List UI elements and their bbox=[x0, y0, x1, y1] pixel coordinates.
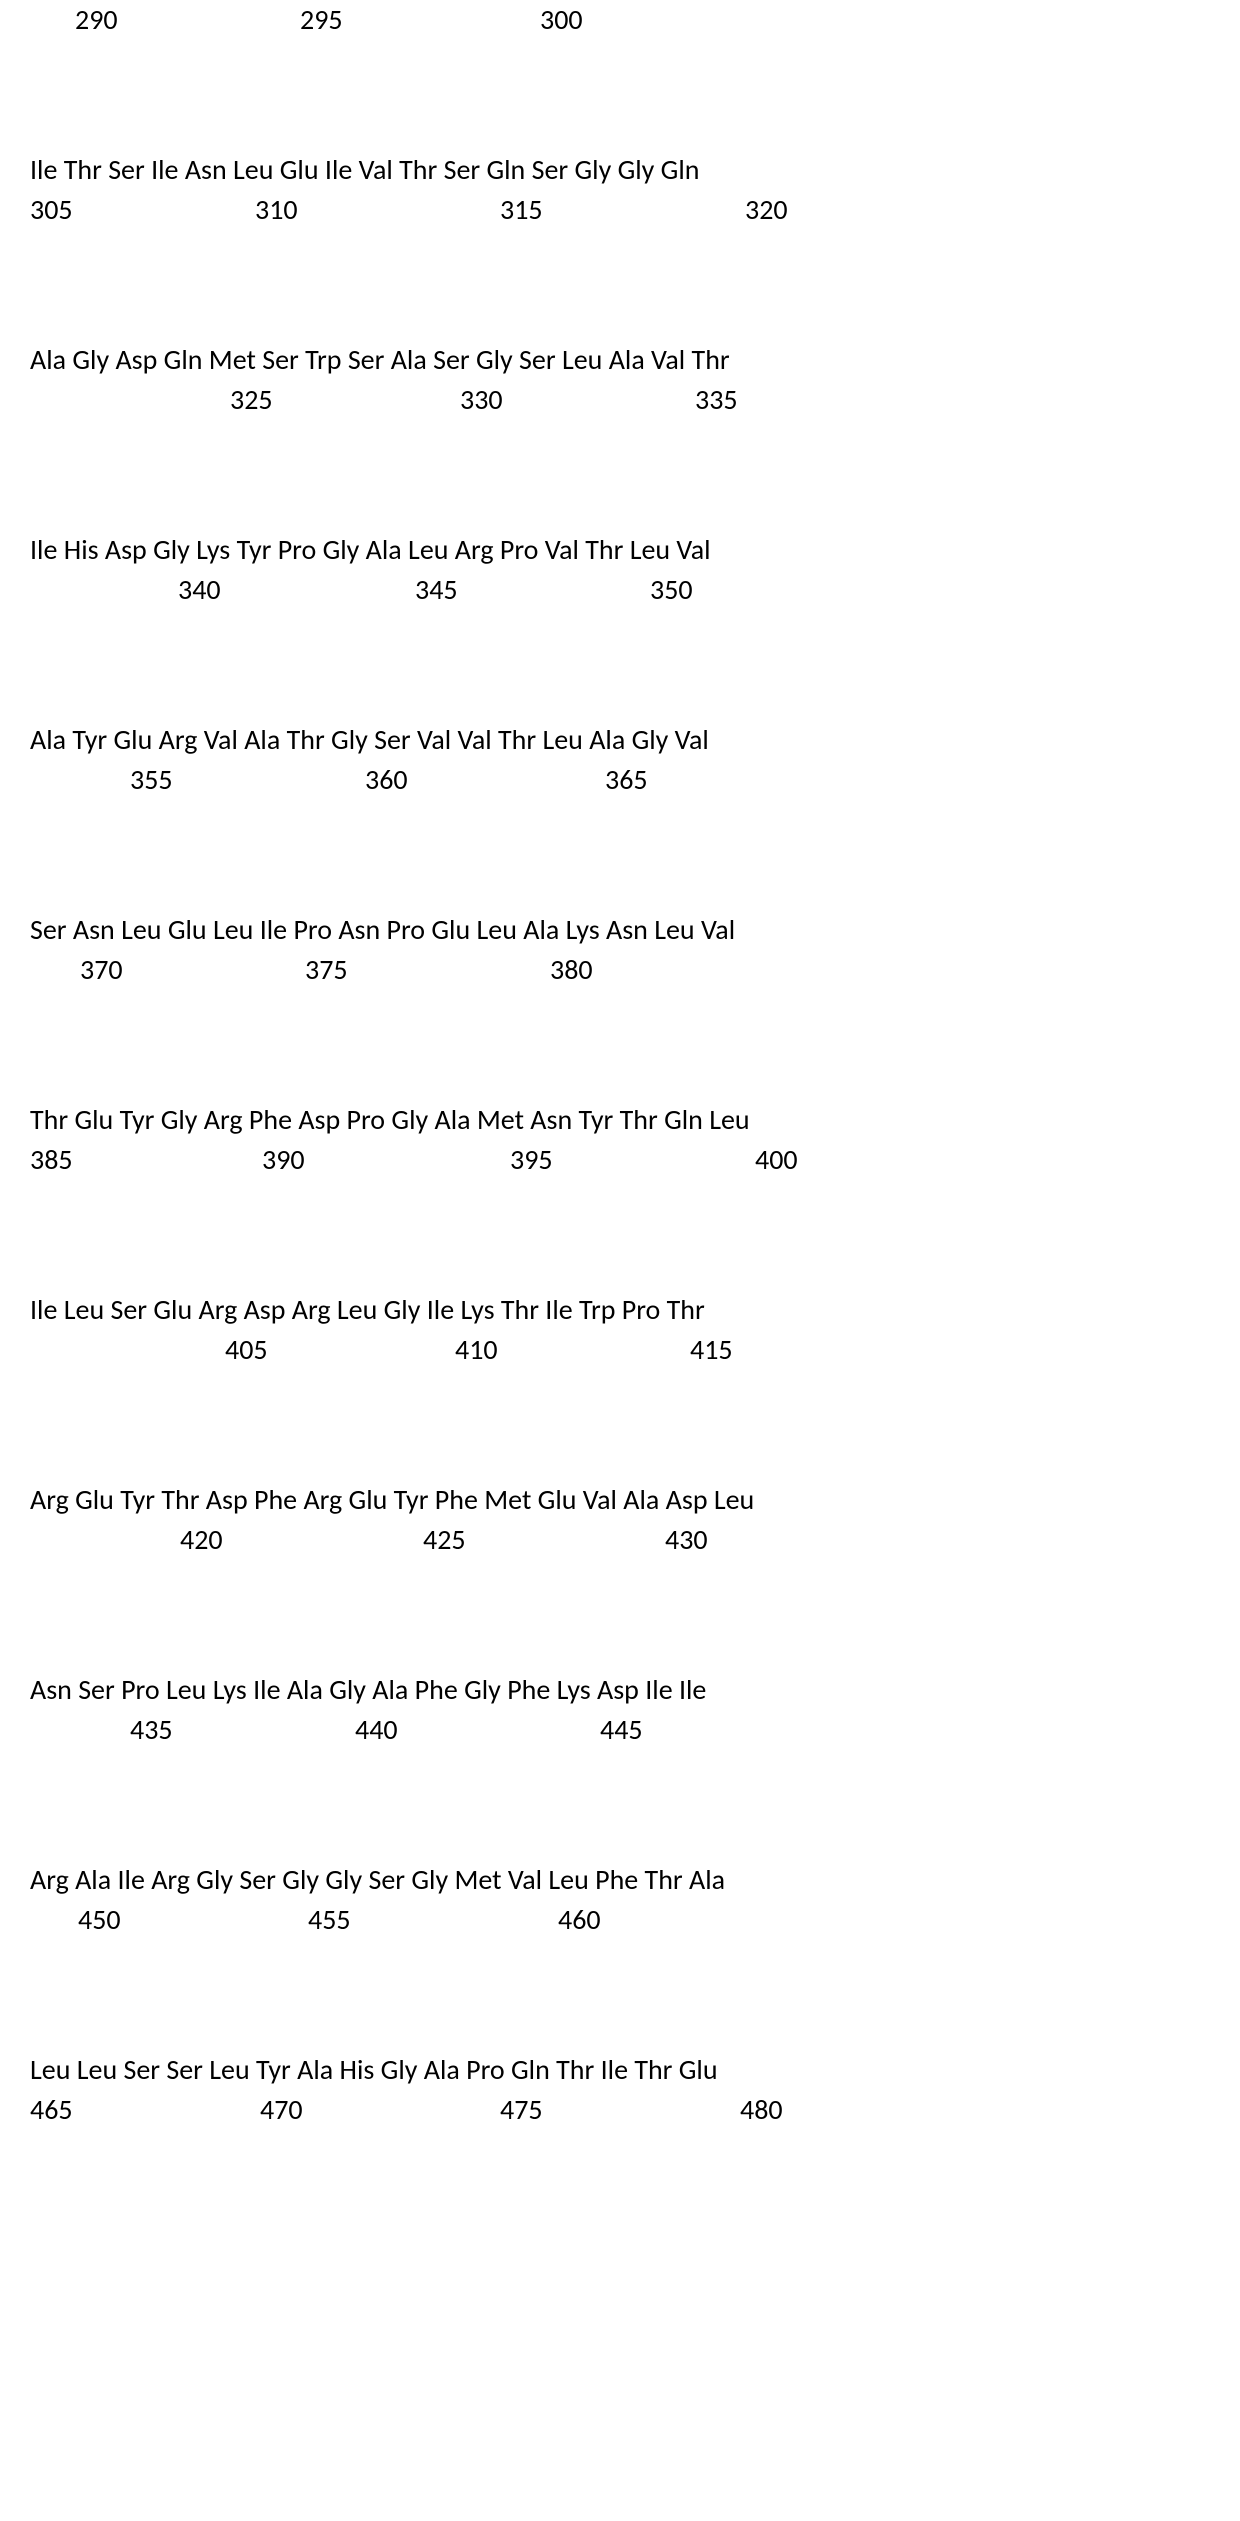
position-number: 365 bbox=[605, 760, 648, 800]
position-number: 425 bbox=[423, 1520, 466, 1560]
sequence-block: Arg Ala Ile Arg Gly Ser Gly Gly Ser Gly … bbox=[30, 1860, 1210, 1940]
position-number-row: 435 440 445 bbox=[30, 1710, 1210, 1750]
position-number-row: 405 410 415 bbox=[30, 1330, 1210, 1370]
amino-acid-sequence: Ser Asn Leu Glu Leu Ile Pro Asn Pro Glu … bbox=[30, 910, 1210, 950]
sequence-block: Ile Thr Ser Ile Asn Leu Glu Ile Val Thr … bbox=[30, 150, 1210, 230]
position-number: 385 bbox=[30, 1140, 73, 1180]
sequence-block: Ile His Asp Gly Lys Tyr Pro Gly Ala Leu … bbox=[30, 530, 1210, 610]
position-number-row: 450 455 460 bbox=[30, 1900, 1210, 1940]
amino-acid-sequence: Arg Glu Tyr Thr Asp Phe Arg Glu Tyr Phe … bbox=[30, 1480, 1210, 1520]
position-number: 370 bbox=[80, 950, 123, 990]
position-number: 415 bbox=[690, 1330, 733, 1370]
position-number: 325 bbox=[230, 380, 273, 420]
position-number: 340 bbox=[178, 570, 221, 610]
position-number: 360 bbox=[365, 760, 408, 800]
amino-acid-sequence: Ala Tyr Glu Arg Val Ala Thr Gly Ser Val … bbox=[30, 720, 1210, 760]
sequence-block: Ala Tyr Glu Arg Val Ala Thr Gly Ser Val … bbox=[30, 720, 1210, 800]
position-number: 350 bbox=[650, 570, 693, 610]
position-number: 330 bbox=[460, 380, 503, 420]
position-number-row: 370 375 380 bbox=[30, 950, 1210, 990]
position-number: 390 bbox=[262, 1140, 305, 1180]
position-number: 395 bbox=[510, 1140, 553, 1180]
position-number: 410 bbox=[455, 1330, 498, 1370]
amino-acid-sequence: Ile His Asp Gly Lys Tyr Pro Gly Ala Leu … bbox=[30, 530, 1210, 570]
position-number: 310 bbox=[255, 190, 298, 230]
position-number: 320 bbox=[745, 190, 788, 230]
position-number-row: 305 310 315 320 bbox=[30, 190, 1210, 230]
position-number: 400 bbox=[755, 1140, 798, 1180]
amino-acid-sequence: Asn Ser Pro Leu Lys Ile Ala Gly Ala Phe … bbox=[30, 1670, 1210, 1710]
position-number-row: 355 360 365 bbox=[30, 760, 1210, 800]
amino-acid-sequence: Leu Leu Ser Ser Leu Tyr Ala His Gly Ala … bbox=[30, 2050, 1210, 2090]
sequence-block: Thr Glu Tyr Gly Arg Phe Asp Pro Gly Ala … bbox=[30, 1100, 1210, 1180]
position-number: 460 bbox=[558, 1900, 601, 1940]
amino-acid-sequence: Ala Gly Asp Gln Met Ser Trp Ser Ala Ser … bbox=[30, 340, 1210, 380]
position-number: 345 bbox=[415, 570, 458, 610]
position-number: 450 bbox=[78, 1900, 121, 1940]
position-number: 375 bbox=[305, 950, 348, 990]
position-number-row: 385 390 395 400 bbox=[30, 1140, 1210, 1180]
sequence-block: Ile Leu Ser Glu Arg Asp Arg Leu Gly Ile … bbox=[30, 1290, 1210, 1370]
amino-acid-sequence: Ile Leu Ser Glu Arg Asp Arg Leu Gly Ile … bbox=[30, 1290, 1210, 1330]
position-number: 305 bbox=[30, 190, 73, 230]
sequence-block: Asn Ser Pro Leu Lys Ile Ala Gly Ala Phe … bbox=[30, 1670, 1210, 1750]
amino-acid-sequence: Thr Glu Tyr Gly Arg Phe Asp Pro Gly Ala … bbox=[30, 1100, 1210, 1140]
position-number: 440 bbox=[355, 1710, 398, 1750]
position-number: 465 bbox=[30, 2090, 73, 2130]
position-number: 475 bbox=[500, 2090, 543, 2130]
sequence-block: 290 295 300 bbox=[30, 0, 1210, 40]
position-number-row: 340 345 350 bbox=[30, 570, 1210, 610]
position-number: 470 bbox=[260, 2090, 303, 2130]
position-number: 355 bbox=[130, 760, 173, 800]
position-number: 335 bbox=[695, 380, 738, 420]
position-number: 380 bbox=[550, 950, 593, 990]
position-number: 420 bbox=[180, 1520, 223, 1560]
position-number: 295 bbox=[300, 0, 343, 40]
sequence-block: Ser Asn Leu Glu Leu Ile Pro Asn Pro Glu … bbox=[30, 910, 1210, 990]
sequence-listing-page: 290 295 300 Ile Thr Ser Ile Asn Leu Glu Ile… bbox=[0, 0, 1240, 2521]
position-number-row: 325 330 335 bbox=[30, 380, 1210, 420]
position-number-row: 465 470 475 480 bbox=[30, 2090, 1210, 2130]
position-number: 290 bbox=[75, 0, 118, 40]
amino-acid-sequence: Arg Ala Ile Arg Gly Ser Gly Gly Ser Gly … bbox=[30, 1860, 1210, 1900]
position-number: 315 bbox=[500, 190, 543, 230]
sequence-block: Arg Glu Tyr Thr Asp Phe Arg Glu Tyr Phe … bbox=[30, 1480, 1210, 1560]
amino-acid-sequence: Ile Thr Ser Ile Asn Leu Glu Ile Val Thr … bbox=[30, 150, 1210, 190]
position-number-row: 420 425 430 bbox=[30, 1520, 1210, 1560]
position-number: 435 bbox=[130, 1710, 173, 1750]
position-number: 480 bbox=[740, 2090, 783, 2130]
position-number: 445 bbox=[600, 1710, 643, 1750]
position-number: 405 bbox=[225, 1330, 268, 1370]
sequence-block: Leu Leu Ser Ser Leu Tyr Ala His Gly Ala … bbox=[30, 2050, 1210, 2130]
sequence-block: Ala Gly Asp Gln Met Ser Trp Ser Ala Ser … bbox=[30, 340, 1210, 420]
position-number: 300 bbox=[540, 0, 583, 40]
position-number-row: 290 295 300 bbox=[30, 0, 1210, 40]
position-number: 430 bbox=[665, 1520, 708, 1560]
position-number: 455 bbox=[308, 1900, 351, 1940]
